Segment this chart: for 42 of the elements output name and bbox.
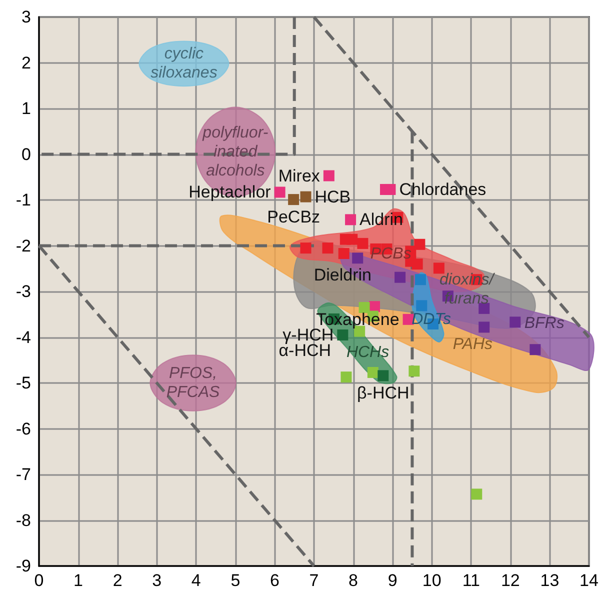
x-tick-label: 6 — [270, 571, 280, 590]
x-tick-label: 2 — [112, 571, 122, 590]
y-tick-label: -7 — [16, 465, 31, 484]
series-label: PFOS, PFCAS — [166, 365, 220, 401]
x-tick-label: 13 — [540, 571, 560, 590]
annotation: Dieldrin — [314, 266, 372, 285]
x-tick-label: 8 — [348, 571, 358, 590]
x-tick-label: 14 — [580, 571, 598, 590]
y-tick-label: -5 — [16, 374, 31, 392]
x-tick-label: 12 — [500, 571, 520, 590]
y-tick-label: -8 — [16, 510, 31, 530]
y-tick-label: -9 — [16, 556, 31, 576]
y-tick-label: -6 — [16, 419, 31, 438]
y-tick-label: 3 — [22, 8, 31, 26]
x-tick-label: 5 — [230, 571, 240, 590]
x-tick-label: 9 — [388, 571, 398, 590]
annotation: HCB — [314, 187, 351, 206]
annotation: Aldrin — [360, 210, 403, 230]
series-label: cyclic siloxanes — [150, 46, 218, 82]
annotation: Mirex — [278, 166, 320, 186]
x-tick-label: 4 — [191, 571, 201, 590]
annotation: Heptachlor — [188, 182, 272, 202]
annotation: β-HCH — [357, 384, 410, 403]
x-tick-label: 0 — [34, 571, 44, 590]
x-tick-label: 7 — [309, 571, 319, 590]
series-label: PAHs — [452, 336, 493, 354]
y-tick-label: -4 — [16, 328, 31, 347]
y-tick-label: -3 — [16, 282, 31, 301]
x-tick-label: 3 — [152, 571, 162, 590]
series-label: polyfluor- inated alcohols — [202, 124, 268, 180]
series-label: BFRs — [524, 314, 564, 332]
x-tick-label: 11 — [462, 571, 480, 590]
y-tick-label: -2 — [16, 236, 31, 256]
annotation: PeCBz — [267, 208, 320, 227]
y-tick-label: 0 — [22, 144, 31, 164]
x-tick-label: 1 — [74, 571, 84, 590]
y-tick-label: 1 — [22, 99, 31, 118]
x-tick-label: 10 — [422, 571, 442, 590]
y-tick-label: 2 — [22, 53, 31, 72]
series-label: dioxins/ furans — [439, 272, 496, 308]
annotation: γ-HCH — [282, 325, 334, 344]
y-tick-label: -1 — [16, 190, 31, 210]
